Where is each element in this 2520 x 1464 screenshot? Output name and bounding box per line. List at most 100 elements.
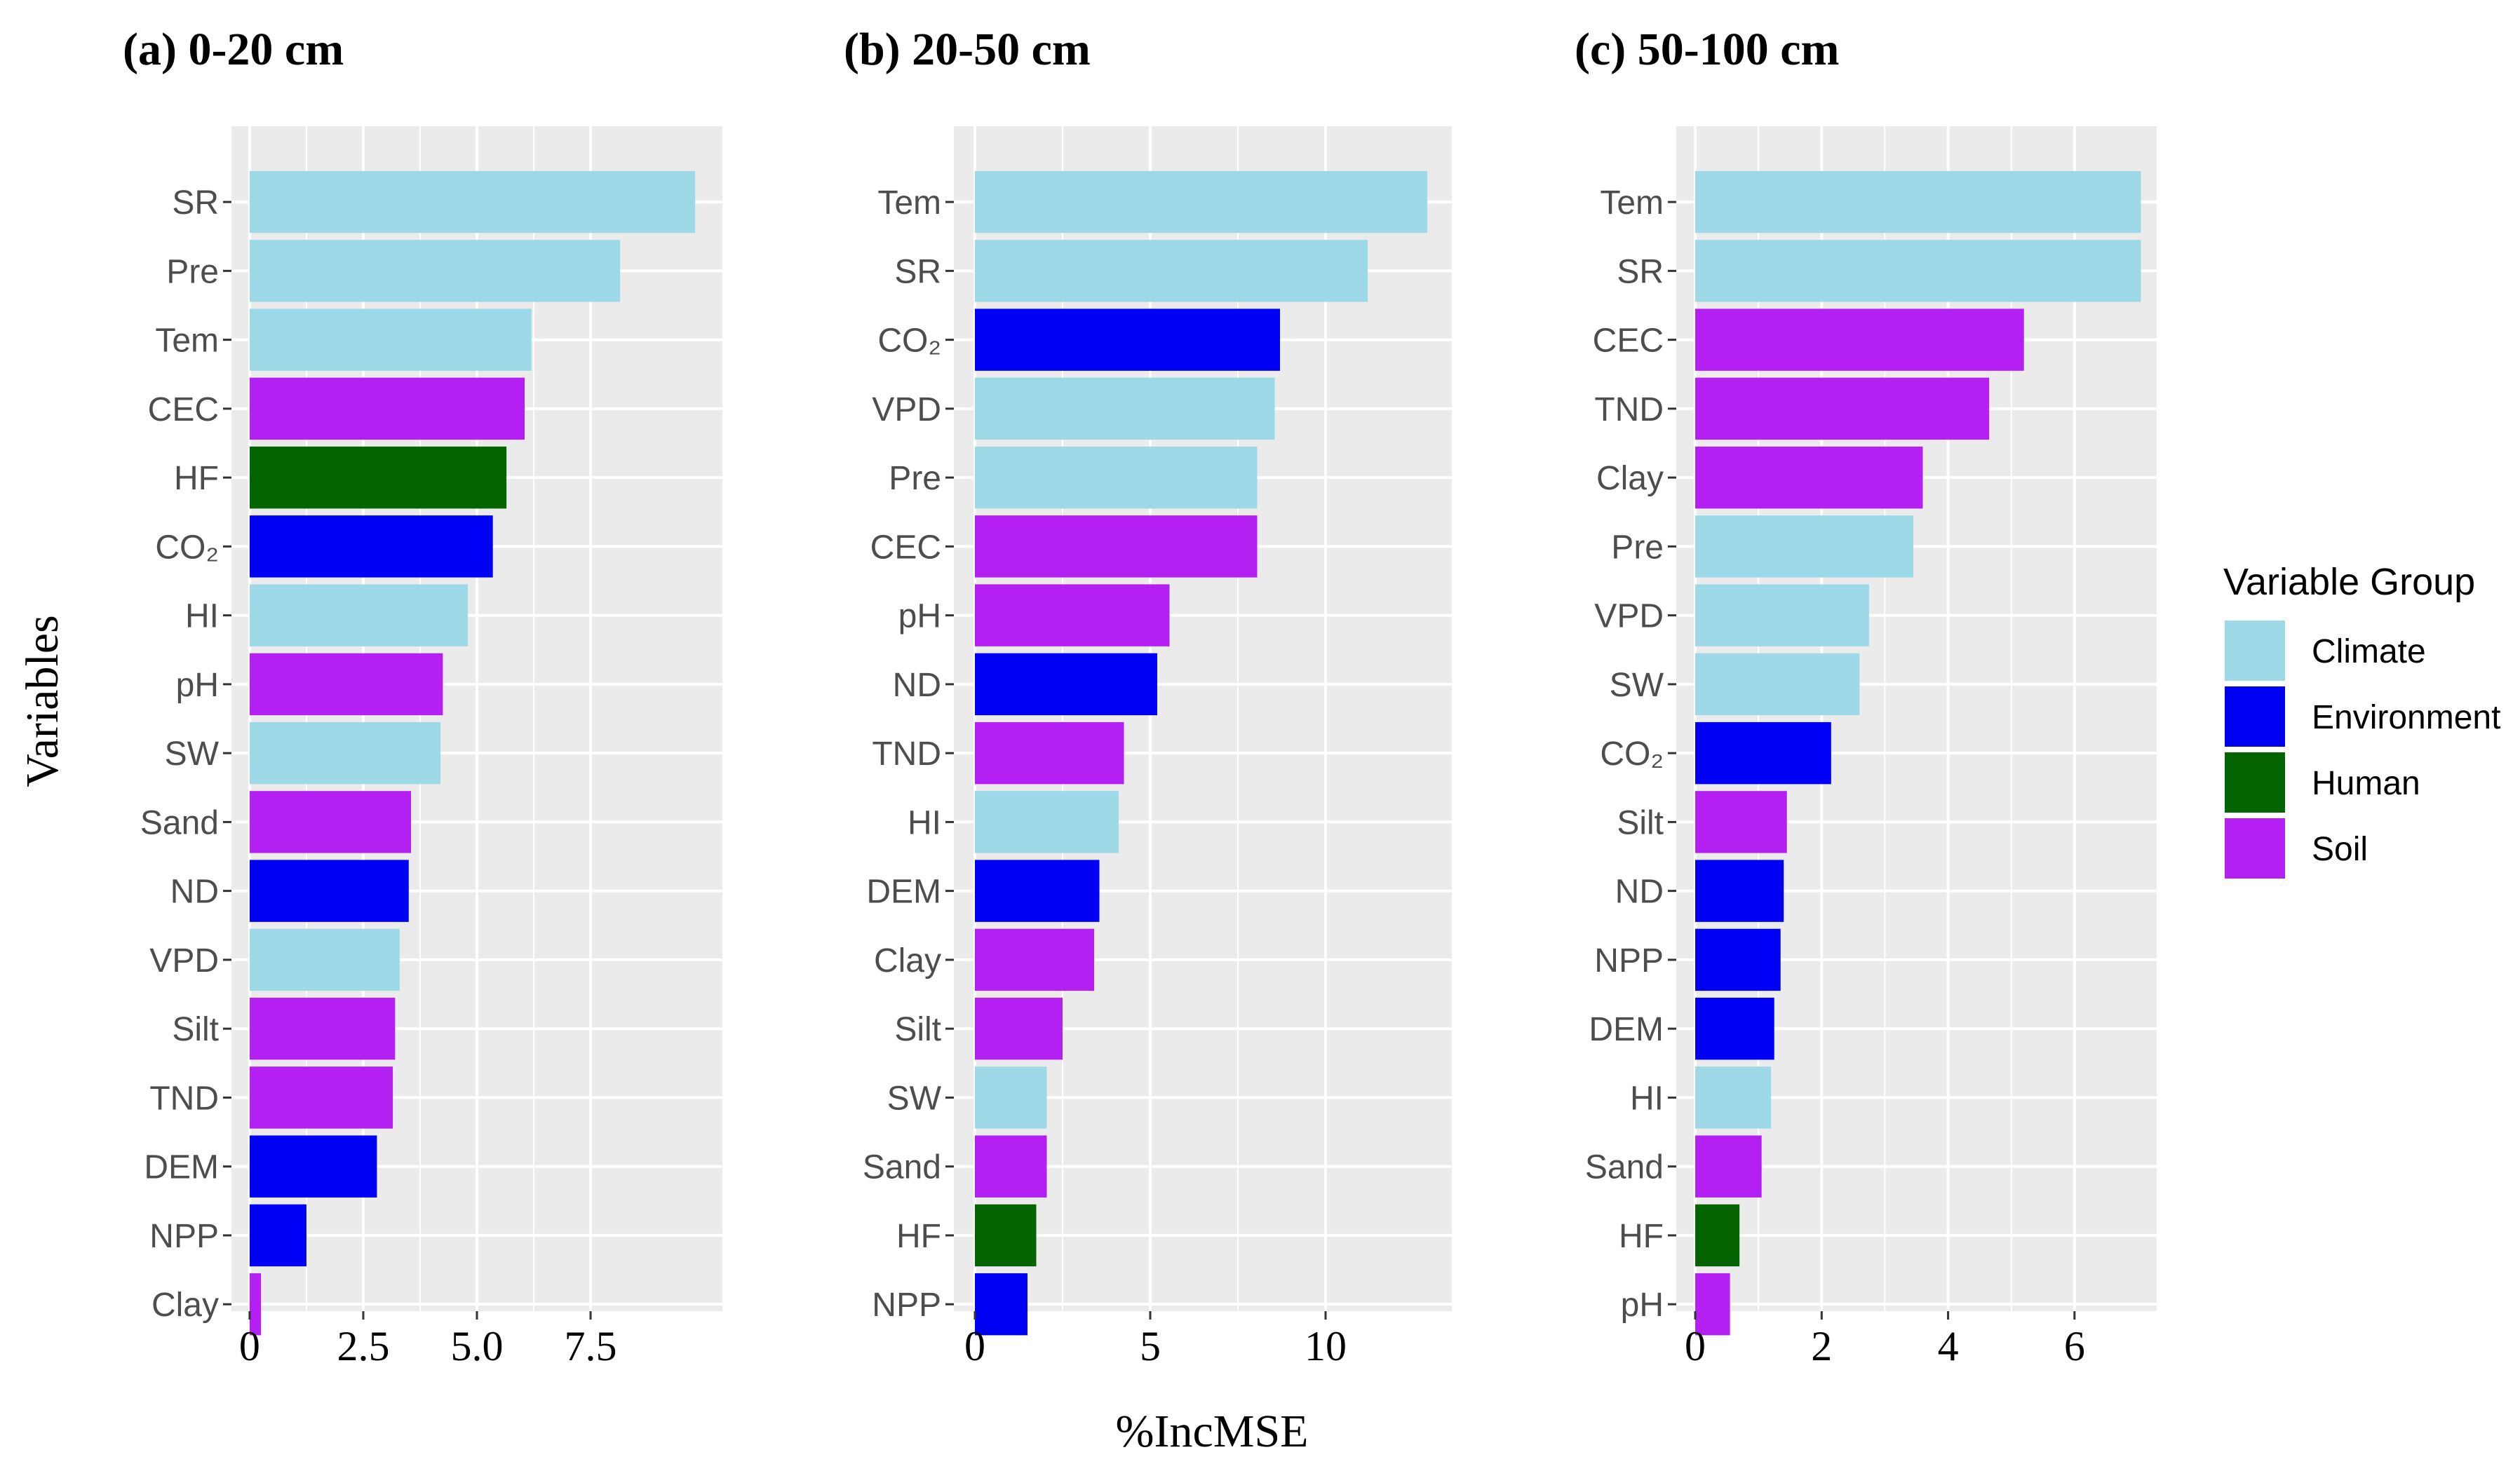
bar-cec (1695, 309, 2024, 371)
x-tick-label: 0 (964, 1323, 985, 1369)
bar-hf (249, 446, 507, 509)
y-tick-label: DEM (1589, 1011, 1664, 1048)
bar-hf (1695, 1204, 1740, 1267)
bar-nd (1695, 860, 1784, 922)
legend-label-soil: Soil (2312, 831, 2368, 868)
bar-co2 (249, 515, 493, 578)
y-tick-label: Sand (863, 1149, 941, 1186)
x-tick-label: 10 (1305, 1323, 1347, 1369)
panel-c: Tem SR CEC TND Clay Pre VPD SW CO₂ Silt ND NPP DEM HI… (1585, 126, 2157, 1369)
y-tick-label: Tem (877, 184, 941, 222)
y-tick-label: SW (1610, 667, 1664, 704)
y-tick-label: pH (1621, 1287, 1664, 1324)
panel-b: Tem SR CO₂ VPD Pre CEC pH ND TND HI DEM Clay Silt SW S… (863, 126, 1452, 1369)
bar-hi (975, 791, 1119, 853)
x-tick-label: 2.5 (337, 1323, 389, 1369)
bar-clay (1695, 446, 1923, 509)
bar-tnd (249, 1066, 393, 1129)
y-tick-label: CEC (1593, 323, 1664, 360)
y-tick-label: HI (908, 804, 941, 841)
y-tick-label: TND (149, 1080, 219, 1117)
bar-ph (249, 653, 443, 716)
bar-hi (1695, 1066, 1772, 1129)
bar-vpd (249, 928, 400, 991)
panel-background (1676, 126, 2157, 1311)
bar-pre (1695, 515, 1913, 578)
bar-tnd (975, 721, 1124, 785)
bar-ph (1695, 1273, 1730, 1336)
bar-hi (249, 584, 469, 646)
y-tick-label: HF (174, 460, 219, 497)
y-tick-label: HI (1630, 1080, 1664, 1117)
x-axis-title: %IncMSE (1116, 1406, 1309, 1457)
legend-label-climate: Climate (2312, 633, 2426, 670)
bar-hf (975, 1204, 1037, 1267)
y-tick-label: CEC (870, 529, 941, 566)
bar-sand (975, 1135, 1047, 1198)
x-tick-label: 7.5 (565, 1323, 617, 1369)
bar-clay (975, 928, 1094, 991)
legend-key-environment (2225, 686, 2285, 747)
bar-pre (249, 240, 621, 302)
y-tick-label: Silt (172, 1011, 219, 1048)
y-tick-label: Pre (1611, 529, 1664, 566)
bar-silt (975, 997, 1063, 1060)
y-tick-label: SW (165, 736, 220, 773)
y-tick-label: CO₂ (877, 323, 941, 360)
bar-npp (249, 1204, 306, 1267)
legend-key-soil (2225, 818, 2285, 879)
y-tick-label: CEC (148, 391, 219, 428)
y-tick-label: TND (1594, 391, 1664, 428)
y-tick-label: Silt (894, 1011, 941, 1048)
panel-c-title: (c) 50-100 cm (1575, 24, 1840, 75)
legend-key-human (2225, 752, 2285, 813)
x-tick-label: 0 (1685, 1323, 1706, 1369)
panel-a-title: (a) 0-20 cm (123, 24, 344, 75)
y-tick-label: VPD (1594, 598, 1664, 635)
bar-sw (975, 1066, 1047, 1129)
bar-cec (249, 377, 525, 440)
bar-npp (975, 1273, 1027, 1336)
bar-silt (1695, 791, 1787, 853)
y-tick-label: HF (1619, 1218, 1664, 1255)
y-tick-label: pH (176, 667, 219, 704)
bar-silt (249, 997, 396, 1060)
bar-co2 (975, 309, 1280, 371)
x-tick-label: 5.0 (451, 1323, 504, 1369)
bar-vpd (1695, 584, 1869, 646)
y-tick-label: DEM (144, 1149, 219, 1186)
y-tick-label: ND (170, 874, 219, 911)
bar-nd (249, 860, 409, 922)
bar-clay (249, 1273, 262, 1336)
y-tick-label: Pre (889, 460, 941, 497)
bar-sw (249, 721, 441, 785)
legend-key-climate (2225, 621, 2285, 681)
y-tick-label: HI (185, 598, 219, 635)
x-tick-label: 5 (1140, 1323, 1161, 1369)
bar-sw (1695, 653, 1860, 716)
y-tick-label: Pre (166, 253, 219, 290)
y-tick-label: NPP (872, 1287, 941, 1324)
y-tick-label: Clay (874, 942, 941, 980)
legend-label-human: Human (2312, 765, 2420, 802)
panel-a: SR Pre Tem CEC HF CO₂ HI pH SW Sand ND VPD Silt TND DE… (140, 126, 722, 1369)
y-tick-label: pH (898, 598, 941, 635)
bar-sr (975, 240, 1368, 302)
y-tick-label: DEM (866, 874, 941, 911)
bar-dem (249, 1135, 377, 1198)
bar-tem (249, 309, 532, 371)
bar-pre (975, 446, 1258, 509)
panel-background (954, 126, 1452, 1311)
y-tick-label: CO₂ (155, 529, 219, 566)
panel-b-title: (b) 20-50 cm (844, 24, 1091, 75)
y-tick-label: Silt (1617, 804, 1664, 841)
y-tick-label: SR (894, 253, 941, 290)
y-tick-label: Sand (1585, 1149, 1664, 1186)
bar-cec (975, 515, 1258, 578)
bar-sr (1695, 240, 2141, 302)
bar-vpd (975, 377, 1275, 440)
y-tick-label: SR (172, 184, 219, 222)
y-tick-label: VPD (872, 391, 941, 428)
y-tick-label: Tem (155, 323, 219, 360)
y-tick-label: ND (893, 667, 941, 704)
